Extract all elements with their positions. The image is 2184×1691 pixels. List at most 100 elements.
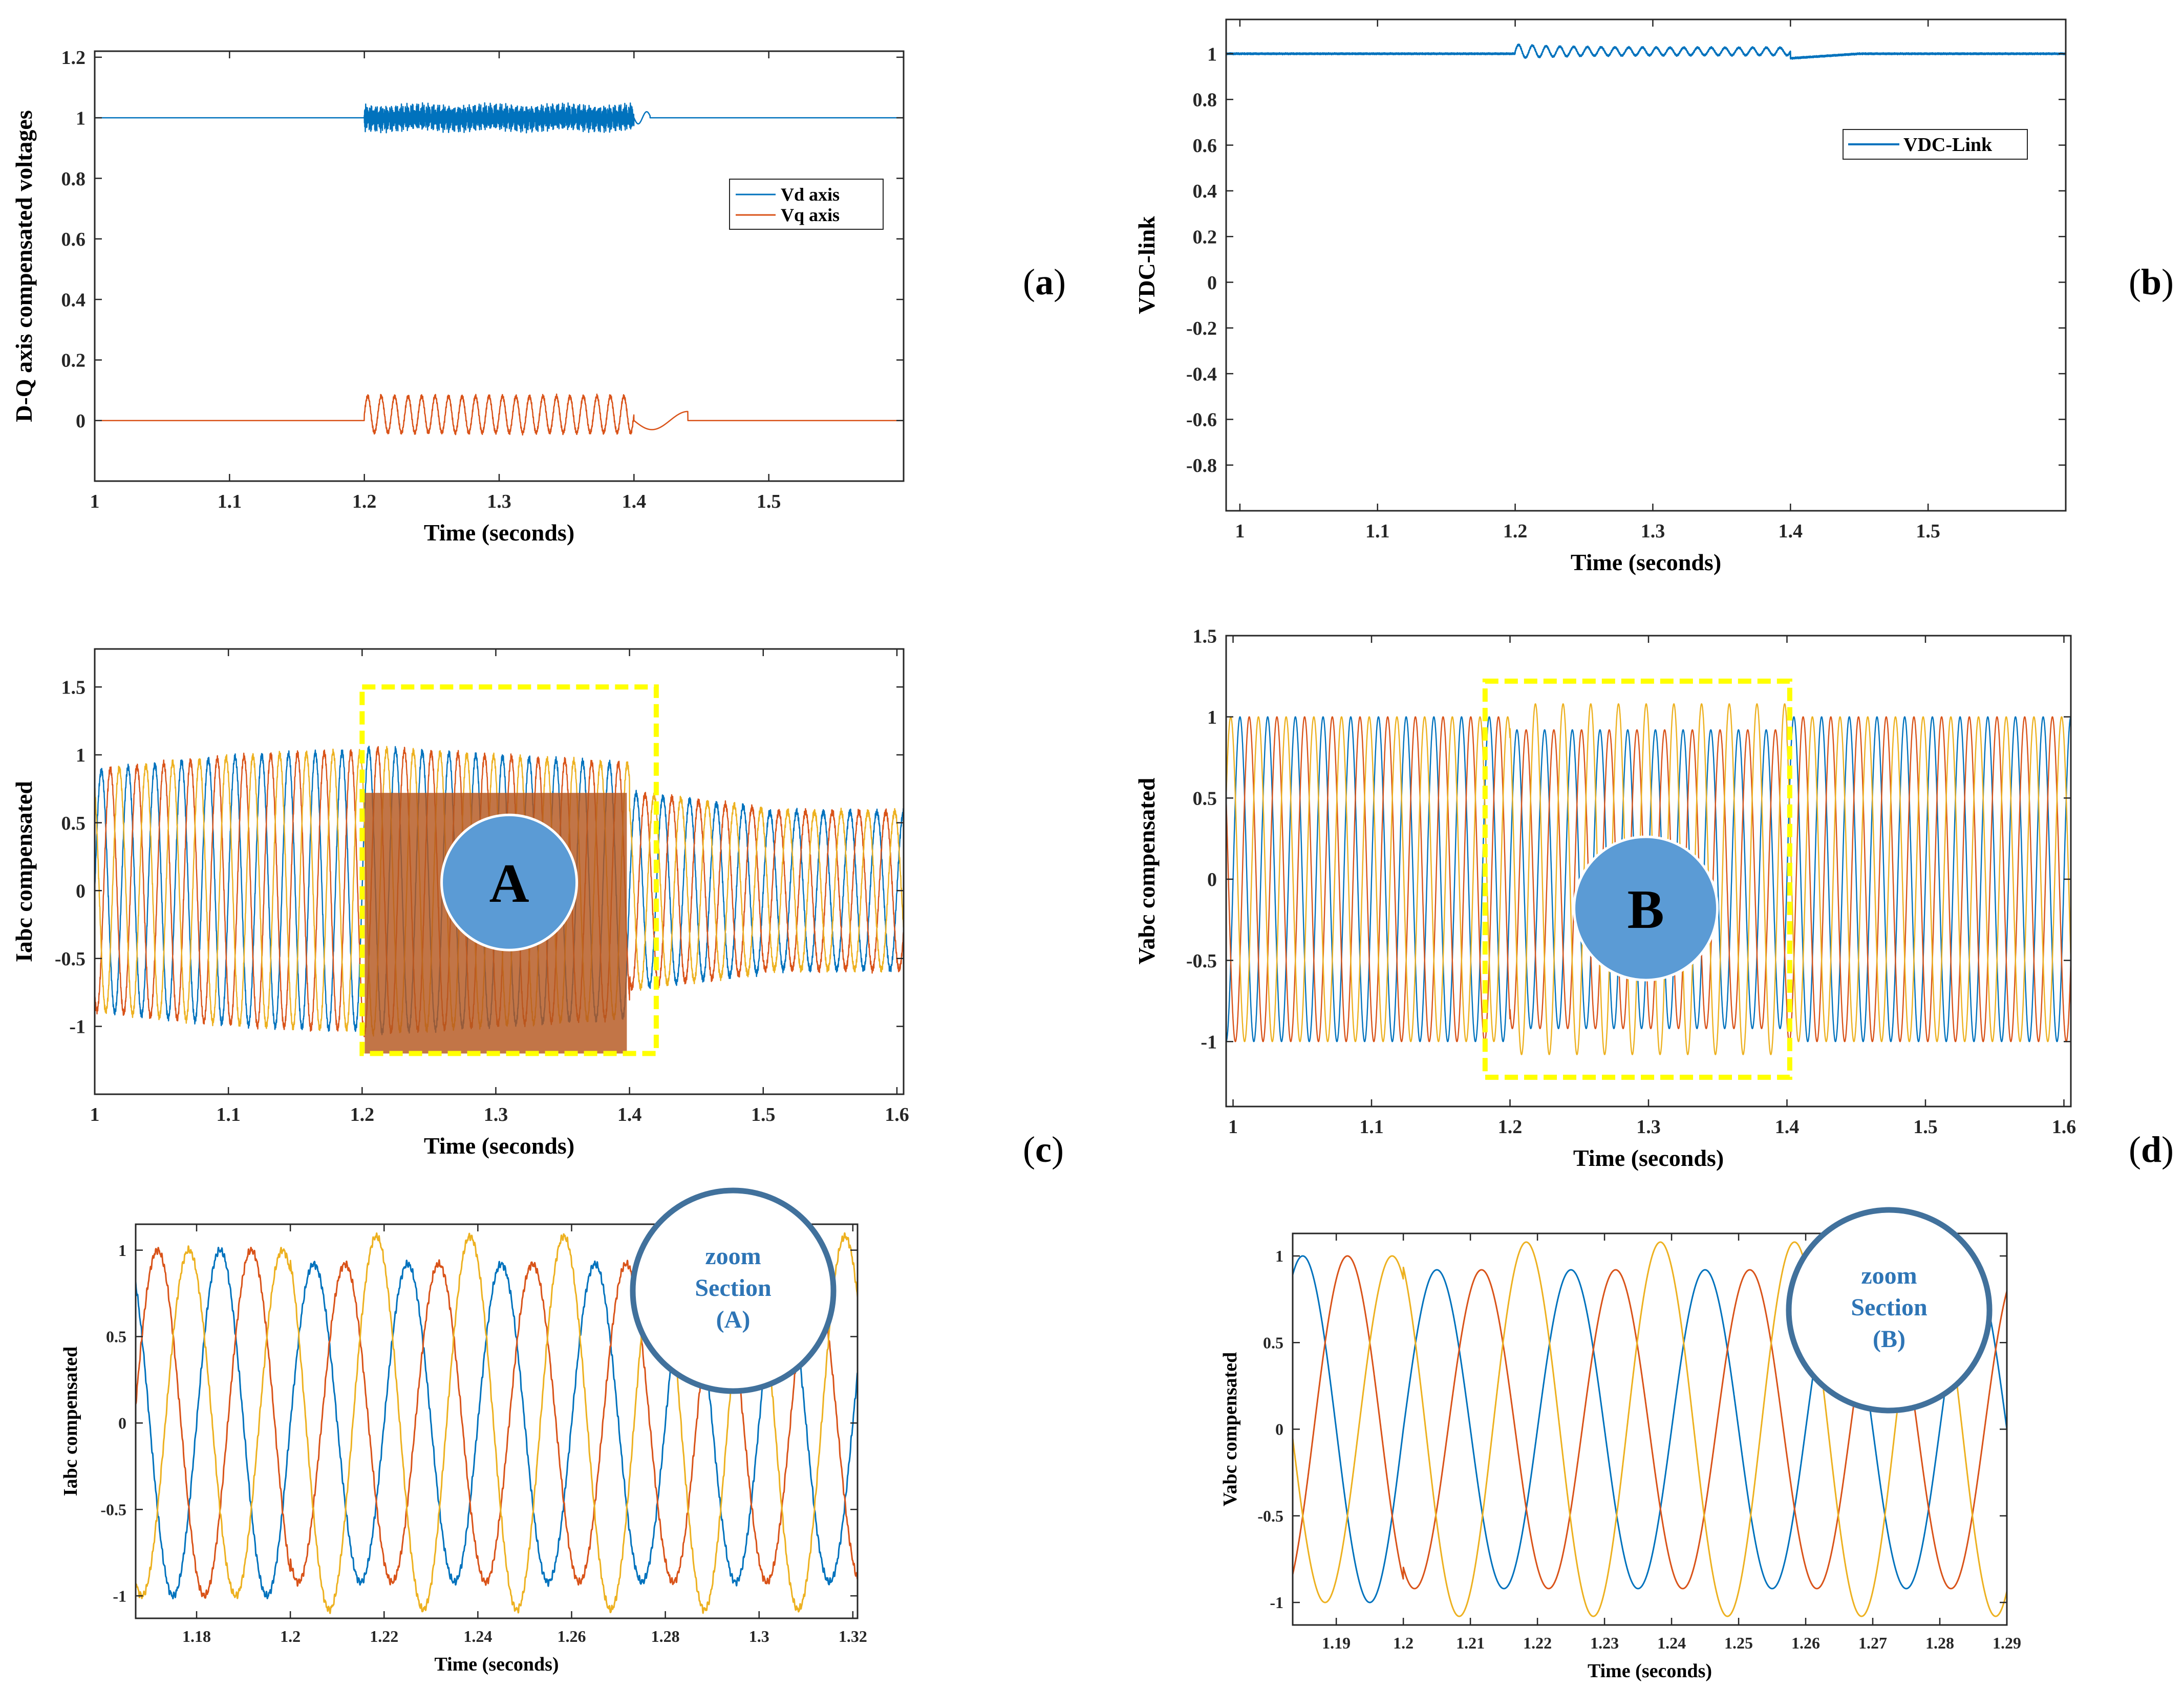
x-tick-label: 1.1: [1365, 521, 1390, 542]
y-tick-label: 0.5: [1263, 1333, 1283, 1352]
x-tick-label: 1.2: [1498, 1116, 1523, 1138]
data-layer: [1226, 43, 2066, 60]
y-tick-label: 0.5: [106, 1328, 126, 1346]
zoom-badge-ring: [630, 1187, 837, 1394]
x-tick-label: 1.24: [1657, 1634, 1686, 1652]
x-tick-label: 1.18: [182, 1627, 211, 1645]
series-phase-a: [136, 1246, 858, 1599]
zoom-badge-line2: Section: [695, 1274, 771, 1302]
zoom-badge-line3: (A): [716, 1306, 751, 1333]
x-tick-label: 1.5: [751, 1104, 776, 1125]
y-tick-label: -0.4: [1186, 363, 1217, 385]
plot-area: [1226, 19, 2066, 511]
y-tick-label: -0.8: [1186, 455, 1217, 476]
x-tick-label: 1.4: [1775, 1116, 1800, 1138]
x-tick-label: 1.2: [352, 491, 377, 512]
x-tick-label: 1.2: [1393, 1634, 1414, 1652]
y-axis-label: VDC-link: [1133, 216, 1160, 314]
x-tick-label: 1.26: [1791, 1634, 1820, 1652]
x-tick-label: 1.4: [622, 491, 647, 512]
legend-label-vq: Vq axis: [781, 205, 840, 225]
marker-label-b: B: [1628, 879, 1664, 940]
x-tick-label: 1.26: [557, 1627, 586, 1645]
x-tick-label: 1.3: [749, 1627, 769, 1645]
y-tick-label: 1: [76, 745, 85, 766]
y-tick-label: -1: [113, 1587, 126, 1605]
x-axis-label: Time (seconds): [1588, 1660, 1712, 1682]
y-tick-label: 0.2: [1193, 226, 1217, 248]
x-tick-label: 1.23: [1590, 1634, 1619, 1652]
y-tick-label: 1: [118, 1241, 126, 1260]
y-tick-label: 0.6: [1193, 135, 1217, 157]
y-tick-label: 0: [1207, 869, 1217, 891]
y-tick-label: 0: [1207, 272, 1217, 294]
plot-frame: [1225, 635, 2072, 1108]
plot-frame: [94, 648, 905, 1095]
x-axis-label: Time (seconds): [424, 519, 574, 546]
y-tick-label: -0.2: [1186, 318, 1217, 339]
legend-label-vdc: VDC-Link: [1903, 134, 1993, 156]
x-tick-label: 1.2: [280, 1627, 301, 1645]
series-vd-axis: [95, 102, 904, 134]
chart-d: 1 1.1 1.2 1.3 1.4 1.5 1.6 -1 -0.5 0 0.5 1 1.5 Time (s…: [1133, 625, 2076, 1171]
data-layer: [95, 102, 904, 436]
x-tick-label: 1.2: [350, 1104, 375, 1125]
x-tick-label: 1.1: [218, 491, 242, 512]
series-vabc-phase-b: [1226, 716, 2071, 1043]
x-tick-label: 1: [1228, 1116, 1238, 1138]
x-tick-label: 1.24: [463, 1627, 492, 1645]
legend-box: [729, 179, 884, 230]
x-tick-label: 1.19: [1322, 1634, 1351, 1652]
x-tick-label: 1: [90, 1104, 100, 1125]
x-tick-label: 1.5: [1916, 521, 1940, 542]
y-tick-label: -0.5: [1257, 1507, 1283, 1525]
highlight-box: [359, 684, 659, 1056]
panel-label-b: (b): [2129, 262, 2174, 302]
x-tick-label: 1.4: [1779, 521, 1803, 542]
legend: VDC-Link: [1843, 129, 2028, 160]
series-vabc-phase-c: [1226, 703, 2071, 1055]
x-tick-label: 1.22: [1523, 1634, 1552, 1652]
y-tick-label: 1: [1207, 44, 1217, 65]
x-tick-label: 1.25: [1724, 1634, 1753, 1652]
x-tick-label: 1.27: [1858, 1634, 1887, 1652]
chart-zoomB: 1.19 1.2 1.21 1.22 1.23 1.24 1.25 1.26 1.27 1.28 1…: [1219, 1207, 2021, 1682]
y-tick-label: 0: [76, 880, 85, 902]
chart-c: 1 1.1 1.2 1.3 1.4 1.5 1.6 -1 -0.5 0 0.5 1 1.5 Time (s…: [11, 648, 909, 1159]
marker-circle-b: [1573, 835, 1719, 982]
marker-circle-a: [440, 813, 579, 951]
y-tick-label: 1: [76, 107, 85, 129]
y-axis-label: Vabc compensated: [1133, 777, 1160, 964]
y-axis-label: Iabc compensated: [11, 781, 37, 962]
y-tick-label: 1: [1275, 1247, 1283, 1265]
x-tick-label: 1.22: [370, 1627, 398, 1645]
zoom-badge-ring: [1786, 1207, 1993, 1414]
x-tick-label: 1.28: [1925, 1634, 1954, 1652]
y-tick-label: -1: [69, 1016, 85, 1038]
x-tick-label: 1.2: [1503, 521, 1528, 542]
x-tick-label: 1.3: [1636, 1116, 1661, 1138]
y-axis-label: Iabc compensated: [60, 1347, 81, 1496]
x-tick-label: 1.29: [1993, 1634, 2021, 1652]
marker-label-a: A: [489, 853, 529, 914]
legend-label-vd: Vd axis: [781, 184, 840, 205]
zoom-badge-line1: zoom: [1861, 1262, 1917, 1289]
panel-label-c: (c): [1023, 1129, 1064, 1170]
y-tick-label: 1.5: [61, 677, 86, 699]
x-axis-label: Time (seconds): [434, 1654, 559, 1675]
y-tick-label: -1: [1201, 1031, 1217, 1053]
y-tick-label: 0: [1275, 1420, 1283, 1439]
y-tick-label: -0.6: [1186, 409, 1217, 431]
chart-b: 1 1.1 1.2 1.3 1.4 1.5 -0.8 -0.6 -0.4 -0.2 0 0.2 0.4 0…: [1133, 18, 2067, 575]
x-axis-label: Time (seconds): [1571, 549, 1721, 575]
x-tick-label: 1.32: [839, 1627, 867, 1645]
y-axis-label: D-Q axis compensated voltages: [11, 110, 37, 422]
x-tick-label: 1: [90, 491, 100, 512]
x-tick-label: 1.5: [1913, 1116, 1938, 1138]
zoom-badge: zoom Section (B): [1786, 1207, 1993, 1414]
y-tick-label: 0.4: [61, 289, 86, 311]
series-vq-axis: [95, 393, 904, 436]
y-tick-label: 0.8: [1193, 90, 1217, 111]
